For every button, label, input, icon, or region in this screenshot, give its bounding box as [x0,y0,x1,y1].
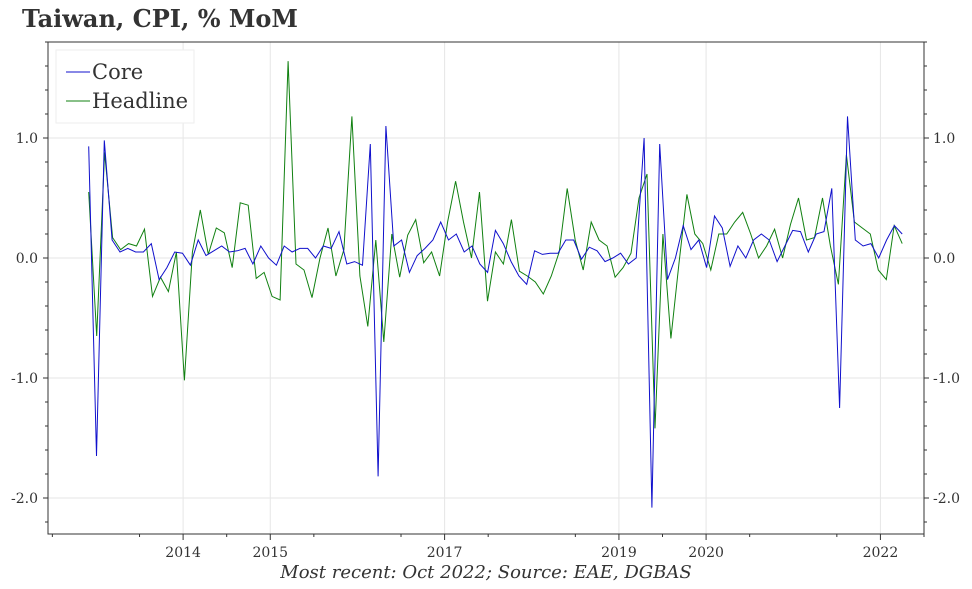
y-tick-label-right: 1.0 [933,131,955,147]
y-tick-label-left: -1.0 [11,371,38,387]
plot-frame [47,41,925,535]
y-tick-label-right: -1.0 [933,371,960,387]
x-tick-label: 2022 [863,545,899,561]
legend: Core Headline [55,49,195,124]
y-tick-label-right: 0.0 [933,251,955,267]
series-line-core [88,116,903,508]
y-tick-label-right: -2.0 [933,491,960,507]
chart-title: Taiwan, CPI, % MoM [22,4,298,33]
y-tick-label-left: 1.0 [16,131,38,147]
grid-lines [48,42,924,534]
legend-label-core: Core [92,60,143,84]
y-tick-label-left: -2.0 [11,491,38,507]
x-tick-label: 2020 [688,545,724,561]
y-tick-label-left: 0.0 [16,251,38,267]
series-line-headline [88,61,903,429]
legend-label-headline: Headline [92,89,188,113]
legend-box [55,49,195,124]
x-tick-label: 2015 [252,545,288,561]
axis-ticks: 2014 2015 2017 2019 2020 2022 -2.0 -2.0 -1.0 -1.0… [11,41,960,561]
footnote: Most recent: Oct 2022; Source: EAE, DGBA… [280,562,692,583]
x-tick-label: 2019 [601,545,637,561]
x-tick-label: 2017 [427,545,463,561]
x-tick-label: 2014 [165,545,201,561]
series-lines [88,61,903,508]
